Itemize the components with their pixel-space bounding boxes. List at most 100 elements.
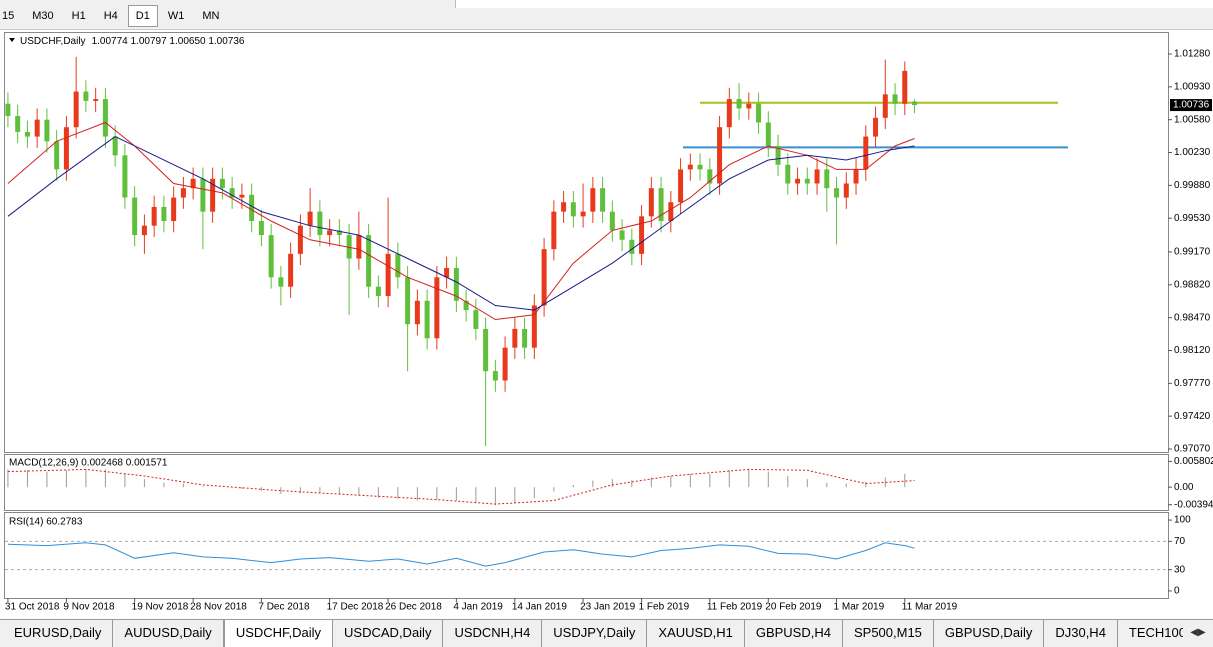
chart-tab[interactable]: USDCHF,Daily [223, 620, 334, 647]
candle-body [658, 188, 664, 222]
candle-body [63, 127, 69, 170]
candle-body [444, 267, 450, 278]
candle-body [151, 206, 157, 226]
macd-panel-frame [4, 454, 1169, 511]
candle-body [502, 347, 508, 381]
candle-body [463, 300, 469, 311]
y-tick-label: 30 [1174, 564, 1186, 575]
x-tick-label: 14 Jan 2019 [512, 602, 567, 613]
y-tick-label: 0.97420 [1174, 411, 1211, 422]
candle-body [239, 194, 245, 198]
x-tick-label: 31 Oct 2018 [5, 602, 60, 613]
y-tick-label: 70 [1174, 536, 1186, 547]
y-tick-label: 0.99530 [1174, 213, 1211, 224]
chart-tab[interactable]: SP500,M15 [843, 620, 934, 647]
timeframe-button[interactable]: 15 [2, 10, 15, 22]
candle-body [15, 115, 21, 132]
candle-body [249, 194, 255, 222]
candle-body [73, 91, 79, 128]
y-tick-label: 0.00 [1174, 482, 1194, 493]
candle-body [707, 169, 713, 184]
candle-body [83, 91, 89, 101]
chart-tab[interactable]: DJ30,H4 [1044, 620, 1118, 647]
candle-body [619, 230, 625, 240]
candle-body [5, 103, 11, 116]
tab-scroll-arrows[interactable]: ◀▶ [1183, 620, 1213, 646]
menu-triangle [9, 38, 15, 42]
timeframe-buttons: 15 M30 H1 H4 D1 W1 MN [0, 5, 229, 27]
candle-body [483, 328, 489, 372]
chart-tab[interactable]: GBPUSD,Daily [934, 620, 1045, 647]
candle-body [717, 127, 723, 184]
y-tick-label: 0.98470 [1174, 312, 1211, 323]
candle-body [492, 371, 498, 381]
candle-body [853, 169, 859, 184]
candle-body [424, 300, 430, 339]
candle-body [531, 305, 537, 348]
y-tick-label: 0.98120 [1174, 345, 1211, 356]
chart-tab[interactable]: AUDUSD,Daily [113, 620, 224, 647]
chart-tab[interactable]: EURUSD,Daily [3, 620, 114, 647]
x-tick-label: 11 Mar 2019 [902, 602, 958, 613]
candle-body [814, 169, 820, 184]
candle-body [687, 164, 693, 170]
candle-body [229, 188, 235, 198]
timeframe-button[interactable]: H4 [103, 10, 118, 22]
x-tick-label: 7 Dec 2018 [258, 602, 310, 613]
chart-window: USDCHF,Daily 1.00774 1.00797 1.00650 1.00… [0, 30, 1213, 619]
y-tick-label: 100 [1174, 515, 1191, 526]
candle-body [278, 277, 284, 287]
chart-tab[interactable]: USDCAD,Daily [333, 620, 444, 647]
x-tick-label: 4 Jan 2019 [453, 602, 503, 613]
x-tick-label: 26 Dec 2018 [385, 602, 442, 613]
candle-body [541, 249, 547, 306]
candle-body [200, 178, 206, 212]
candle-body [190, 178, 196, 189]
timeframe-button[interactable]: H1 [71, 10, 86, 22]
candle-body [93, 99, 99, 101]
chart-tab[interactable]: USDJPY,Daily [542, 620, 648, 647]
x-tick-label: 11 Feb 2019 [707, 602, 763, 613]
candle-body [648, 188, 654, 217]
timeframe-button[interactable]: M30 [32, 10, 54, 22]
chart-tab[interactable]: USDCNH,H4 [443, 620, 543, 647]
candle-body [736, 99, 742, 109]
candle-body [561, 202, 567, 212]
candle-body [268, 235, 274, 278]
x-tick-label: 17 Dec 2018 [327, 602, 384, 613]
candle-body [697, 164, 703, 170]
candle-body [24, 131, 30, 137]
timeframe-button[interactable]: MN [202, 10, 220, 22]
candle-body [434, 277, 440, 339]
candle-body [219, 178, 225, 189]
y-tick-label: 0.97770 [1174, 378, 1211, 389]
timeframe-button[interactable]: W1 [167, 10, 185, 22]
candle-body [336, 230, 342, 236]
y-tick-label: 0.97070 [1174, 444, 1211, 455]
moving-average [7, 136, 915, 311]
candle-body [863, 136, 869, 170]
x-tick-label: 23 Jan 2019 [580, 602, 635, 613]
candle-body [746, 103, 752, 109]
current-price-box [1170, 99, 1212, 112]
chart-tab[interactable]: XAUUSD,H1 [647, 620, 745, 647]
timeframe-button[interactable]: D1 [127, 5, 158, 27]
timeframe-toolbar: 15 M30 H1 H4 D1 W1 MN [0, 0, 1213, 30]
candle-body [54, 141, 60, 170]
candle-body [824, 169, 830, 189]
chart-tab[interactable]: GBPUSD,H4 [745, 620, 843, 647]
ohlc-values: 1.00774 1.00797 1.00650 1.00736 [92, 36, 245, 47]
y-tick-label: 0 [1174, 586, 1180, 597]
y-tick-label: 1.00230 [1174, 147, 1211, 158]
candle-body [892, 94, 898, 104]
candle-body [405, 277, 411, 325]
candle-body [395, 253, 401, 278]
candle-body [122, 155, 128, 198]
rsi-title: RSI(14) 60.2783 [9, 517, 83, 528]
x-tick-label: 9 Nov 2018 [63, 602, 115, 613]
candle-body [171, 197, 177, 222]
candle-body [804, 178, 810, 184]
moving-average [7, 121, 915, 321]
candle-body [210, 178, 216, 212]
y-tick-label: 1.01280 [1174, 49, 1211, 60]
